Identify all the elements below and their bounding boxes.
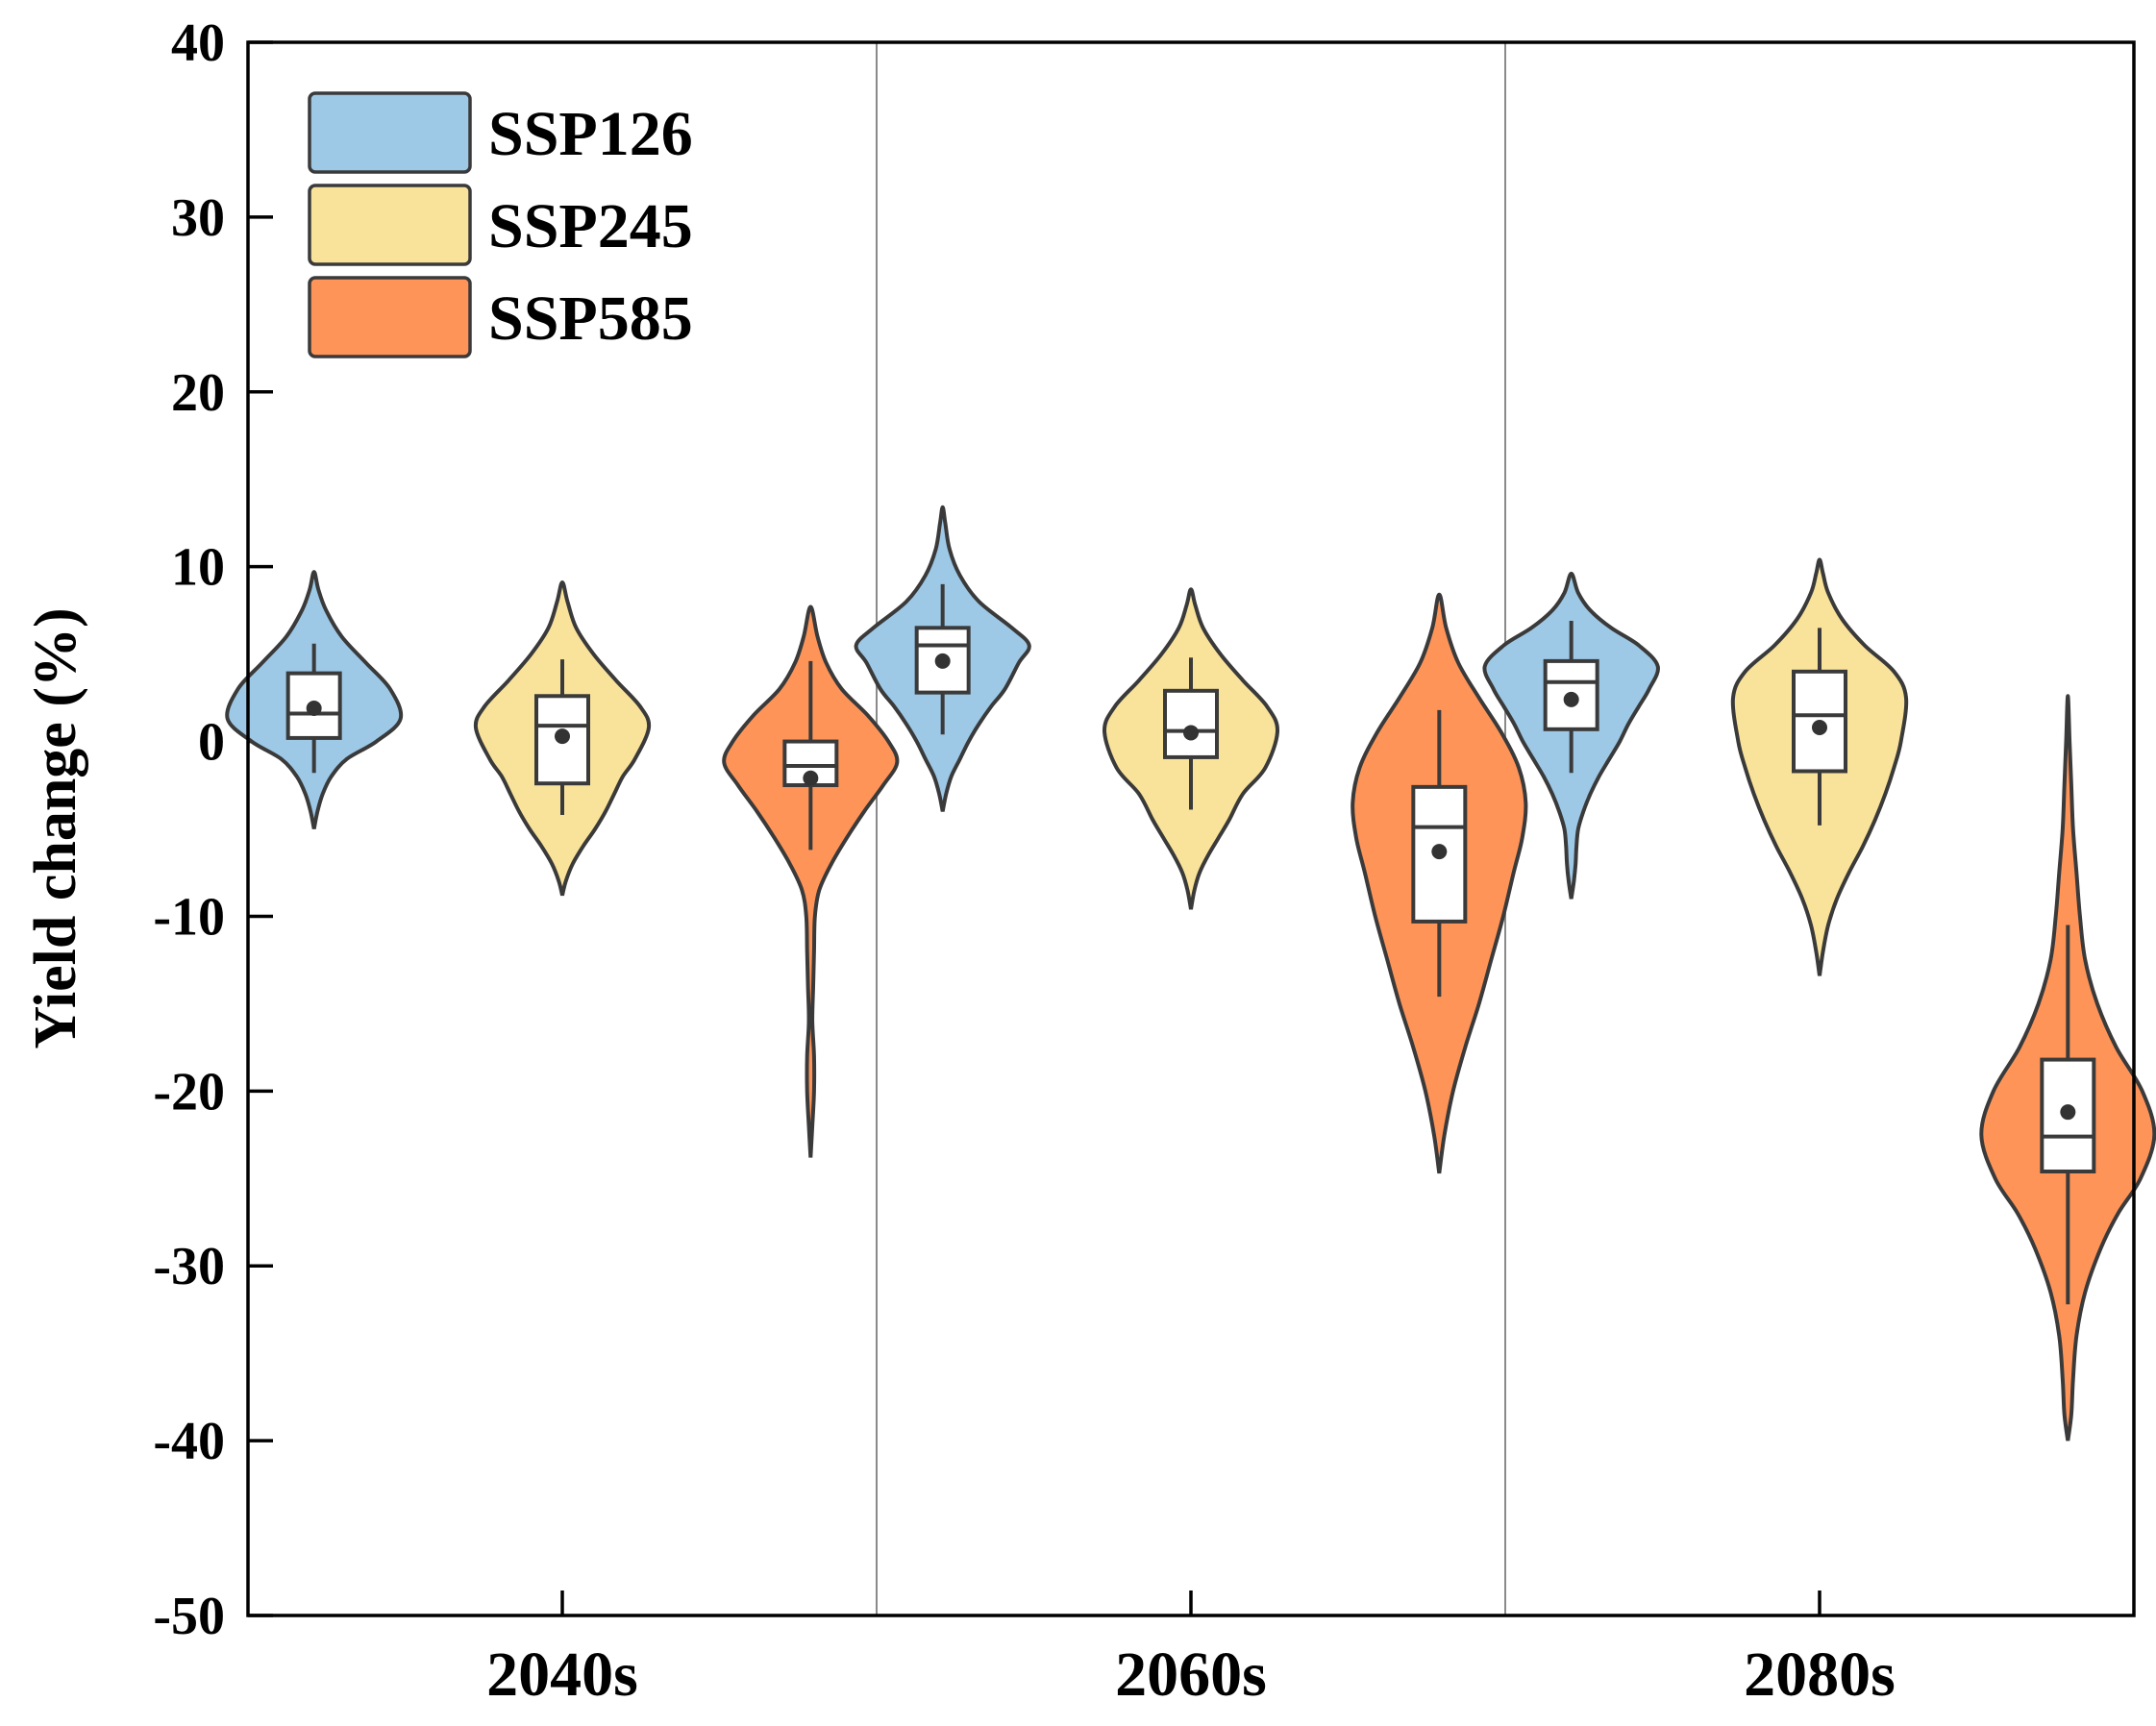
x-tick-label: 2040s bbox=[486, 1640, 638, 1710]
legend-label-ssp245: SSP245 bbox=[488, 191, 693, 261]
violin-body bbox=[722, 604, 900, 1158]
y-axis-title: Yield change (%) bbox=[23, 607, 88, 1048]
y-axis: 40 30 20 10 0 -10 -20 -30 -40 -50 bbox=[153, 13, 273, 1646]
violin-ssp126-2080s bbox=[1482, 571, 1660, 900]
mean-marker bbox=[555, 728, 570, 745]
iqr-box bbox=[1411, 784, 1468, 924]
iqr-box bbox=[1163, 688, 1219, 759]
violin-ssp585-2060s bbox=[1351, 592, 1528, 1174]
y-tick-label: 20 bbox=[171, 363, 225, 423]
mean-marker bbox=[306, 700, 322, 716]
mean-marker bbox=[1183, 725, 1199, 741]
violin-ssp245-2080s bbox=[1730, 557, 1909, 976]
violin-ssp126-2060s bbox=[854, 505, 1031, 812]
y-tick-label: 40 bbox=[171, 13, 225, 73]
violin-ssp585-2040s bbox=[722, 604, 900, 1158]
violin-ssp585-2080s bbox=[1979, 694, 2156, 1442]
legend: SSP126 SSP245 SSP585 bbox=[308, 91, 693, 358]
y-tick-label: 30 bbox=[171, 188, 225, 248]
mean-marker bbox=[803, 770, 819, 786]
legend-swatch-ssp245 bbox=[308, 184, 472, 266]
legend-label-ssp585: SSP585 bbox=[488, 284, 693, 354]
legend-swatch-ssp126 bbox=[308, 91, 472, 174]
violin-ssp126-2040s bbox=[225, 570, 404, 829]
violin-ssp245-2060s bbox=[1102, 587, 1280, 910]
legend-swatch-ssp585 bbox=[308, 276, 472, 358]
x-axis: 2040s 2060s 2080s bbox=[486, 1590, 1896, 1710]
x-tick-label: 2080s bbox=[1744, 1640, 1896, 1710]
legend-label-ssp126: SSP126 bbox=[488, 99, 693, 169]
y-tick-label: 0 bbox=[198, 713, 225, 773]
y-tick-label: -30 bbox=[153, 1237, 225, 1296]
y-tick-label: 10 bbox=[171, 538, 225, 598]
violin-plots bbox=[225, 505, 2156, 1442]
mean-marker bbox=[1812, 720, 1827, 736]
y-tick-label: -40 bbox=[153, 1412, 225, 1471]
y-tick-label: -20 bbox=[153, 1062, 225, 1122]
mean-marker bbox=[1431, 844, 1448, 860]
plot-frame bbox=[246, 40, 2136, 1617]
y-tick-label: -50 bbox=[153, 1587, 225, 1646]
x-tick-label: 2060s bbox=[1115, 1640, 1267, 1710]
y-tick-label: -10 bbox=[153, 887, 225, 947]
mean-marker bbox=[1563, 691, 1579, 707]
mean-marker bbox=[2060, 1104, 2076, 1121]
violin-ssp245-2040s bbox=[473, 579, 652, 897]
mean-marker bbox=[934, 653, 951, 669]
